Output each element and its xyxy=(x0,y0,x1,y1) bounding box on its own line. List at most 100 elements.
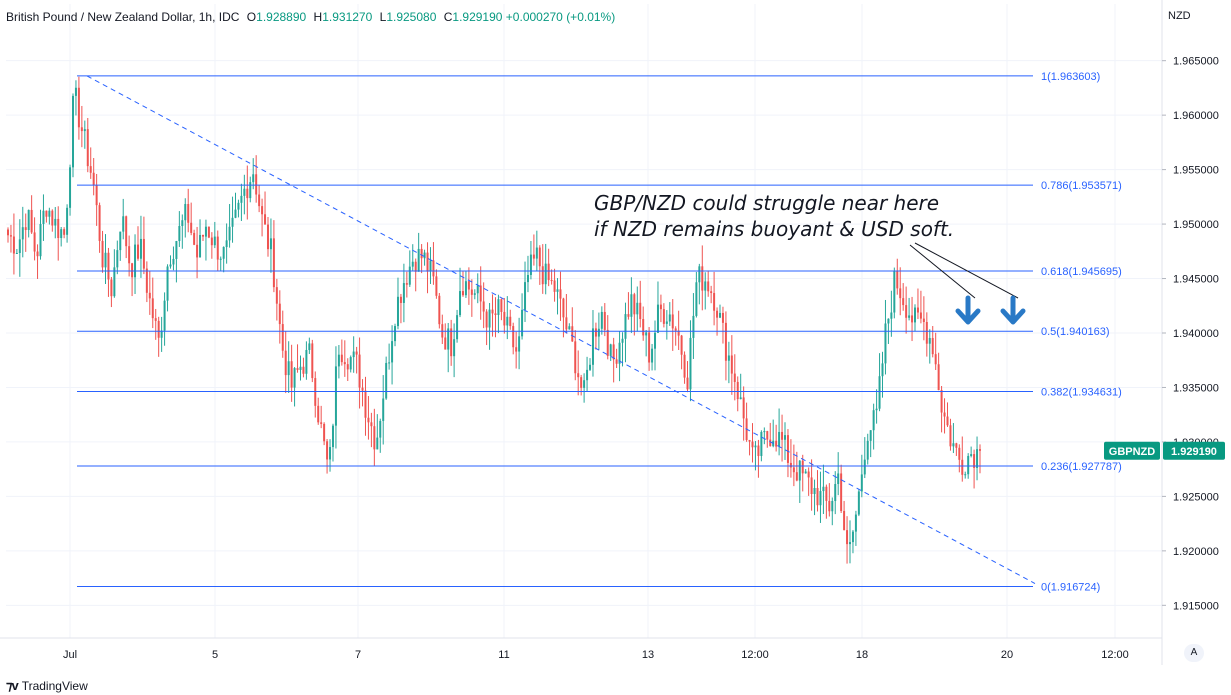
candle-body xyxy=(656,304,659,333)
candle-body xyxy=(417,248,420,272)
candle-body xyxy=(535,247,538,259)
candle-body xyxy=(878,376,881,409)
candle-body xyxy=(621,338,624,343)
tradingview-brand[interactable]: ⁊v TradingView xyxy=(6,678,88,694)
candle-body xyxy=(908,315,911,318)
candle-body xyxy=(949,425,952,447)
time-tick-label: 7 xyxy=(355,649,361,661)
candle-body xyxy=(784,435,787,440)
candle-body xyxy=(231,217,234,227)
candle-body xyxy=(302,366,305,374)
candle-body xyxy=(574,341,577,374)
candle-body xyxy=(810,477,813,495)
candle-body xyxy=(654,332,657,349)
candle-body xyxy=(529,254,532,275)
auto-scale-button[interactable]: A xyxy=(1184,644,1204,662)
time-tick-label: 11 xyxy=(498,649,509,661)
candle-body xyxy=(547,263,550,281)
tradingview-logo-icon: ⁊v xyxy=(6,678,19,693)
time-tick-label: 12:00 xyxy=(741,649,769,661)
candle-body xyxy=(228,226,231,241)
candle-body xyxy=(769,439,772,447)
candle-body xyxy=(659,304,662,310)
candle-body xyxy=(154,318,157,321)
candle-body xyxy=(196,244,199,258)
candle-body xyxy=(665,321,668,324)
candle-body xyxy=(698,266,701,283)
candle-body xyxy=(201,235,204,237)
price-tick-label: 1.945000 xyxy=(1173,274,1219,286)
candle-body xyxy=(290,361,293,388)
candle-body xyxy=(438,295,441,325)
candle-body xyxy=(264,214,267,225)
candle-body xyxy=(612,344,615,360)
candle-body xyxy=(721,312,724,323)
candle-body xyxy=(382,398,385,421)
down-arrow-head-icon xyxy=(955,308,981,325)
candle-body xyxy=(352,351,355,358)
candle-body xyxy=(101,240,104,268)
candle-body xyxy=(914,307,917,323)
candle-body xyxy=(63,229,66,235)
price-tick-label: 1.940000 xyxy=(1173,328,1219,340)
candle-body xyxy=(402,283,405,303)
candle-body xyxy=(922,318,925,323)
candle-body xyxy=(21,227,24,240)
price-tick-label: 1.935000 xyxy=(1173,382,1219,394)
candle-body xyxy=(98,205,101,241)
candle-body xyxy=(33,232,36,252)
candle-body xyxy=(503,311,506,326)
change-value: +0.000270 (+0.01%) xyxy=(505,10,616,24)
candle-body xyxy=(444,337,447,350)
candle-body xyxy=(979,449,981,451)
close-label: C xyxy=(443,10,453,24)
candle-body xyxy=(60,229,63,239)
candle-body xyxy=(825,486,828,501)
candle-body xyxy=(553,280,556,292)
candle-body xyxy=(724,322,727,361)
candle-body xyxy=(39,224,42,257)
candle-body xyxy=(541,266,544,285)
candle-body xyxy=(148,292,151,299)
candle-body xyxy=(887,318,890,324)
candle-body xyxy=(494,313,497,315)
candle-body xyxy=(778,431,781,447)
candle-body xyxy=(367,417,370,423)
candle-body xyxy=(178,226,181,242)
candle-body xyxy=(662,309,665,324)
candle-body xyxy=(234,209,237,218)
candle-body xyxy=(813,487,816,495)
candle-body xyxy=(163,300,166,331)
candle-body xyxy=(781,431,784,440)
price-tick-label: 1.960000 xyxy=(1173,110,1219,122)
candle-body xyxy=(837,473,840,485)
candle-body xyxy=(379,420,382,438)
candle-body xyxy=(219,258,222,260)
candle-body xyxy=(677,330,680,336)
candle-body xyxy=(54,218,57,226)
open-label: O xyxy=(246,10,257,24)
candle-body xyxy=(299,366,302,370)
candle-body xyxy=(9,235,12,237)
candle-body xyxy=(24,227,27,231)
annotation-line-2: if NZD remains buoyant & USD soft. xyxy=(594,217,955,241)
candle-body xyxy=(580,377,583,388)
candle-body xyxy=(902,298,905,306)
candle-body xyxy=(69,167,72,208)
candle-body xyxy=(237,202,240,210)
annotation-text: GBP/NZD could struggle near here if NZD … xyxy=(594,190,954,242)
candle-body xyxy=(822,486,825,492)
candle-body xyxy=(801,460,804,474)
candle-body xyxy=(376,437,379,450)
candle-body xyxy=(857,491,860,515)
candle-body xyxy=(373,426,376,450)
candle-body xyxy=(716,310,719,318)
candle-body xyxy=(408,266,411,285)
candle-body xyxy=(258,194,261,207)
candle-body xyxy=(571,326,574,342)
candle-body xyxy=(760,431,763,456)
candle-body xyxy=(556,289,559,292)
candle-body xyxy=(145,268,148,293)
candle-body xyxy=(119,231,122,251)
